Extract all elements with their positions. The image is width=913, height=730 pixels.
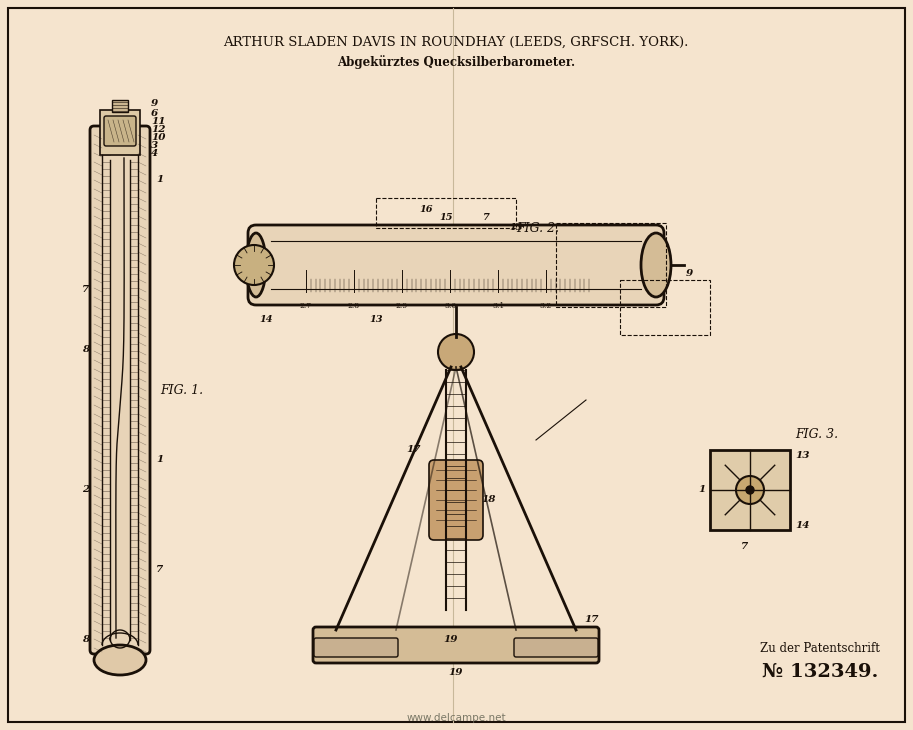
Circle shape <box>438 334 474 370</box>
FancyBboxPatch shape <box>104 116 136 146</box>
Text: 19: 19 <box>444 635 458 644</box>
FancyBboxPatch shape <box>314 638 398 657</box>
Text: 7: 7 <box>483 213 489 222</box>
Text: № 132349.: № 132349. <box>761 663 878 681</box>
Text: 1: 1 <box>698 485 705 494</box>
Text: 1: 1 <box>156 456 163 464</box>
Text: 2.7: 2.7 <box>300 302 312 310</box>
Text: FIG. 1.: FIG. 1. <box>160 383 203 396</box>
FancyBboxPatch shape <box>90 126 150 654</box>
Text: 13: 13 <box>795 450 810 459</box>
Text: 13: 13 <box>369 315 383 324</box>
Ellipse shape <box>246 233 266 297</box>
Ellipse shape <box>641 233 671 297</box>
FancyBboxPatch shape <box>248 225 664 305</box>
Text: FIG. 3.: FIG. 3. <box>795 429 838 442</box>
Bar <box>376 198 516 228</box>
FancyBboxPatch shape <box>514 638 598 657</box>
Text: 7: 7 <box>156 566 163 575</box>
Bar <box>556 223 666 307</box>
Ellipse shape <box>94 645 146 675</box>
Text: 10: 10 <box>151 134 165 142</box>
Text: 12: 12 <box>151 126 165 134</box>
Text: 4: 4 <box>151 150 158 158</box>
Text: 14: 14 <box>795 520 810 529</box>
Text: 3.0: 3.0 <box>444 302 456 310</box>
Text: 6: 6 <box>151 110 158 118</box>
Text: 7: 7 <box>82 285 89 294</box>
Text: 19: 19 <box>449 668 463 677</box>
Text: 7: 7 <box>741 542 749 551</box>
Text: 3: 3 <box>151 142 158 150</box>
Circle shape <box>234 245 274 285</box>
Bar <box>100 110 140 155</box>
Text: 16: 16 <box>419 205 433 214</box>
Text: 3.1: 3.1 <box>492 302 504 310</box>
Text: 14: 14 <box>259 315 273 324</box>
Text: 17: 17 <box>584 615 599 624</box>
Bar <box>620 280 710 335</box>
Text: 13: 13 <box>509 223 523 232</box>
Text: Abgekürztes Quecksilberbarometer.: Abgekürztes Quecksilberbarometer. <box>337 55 575 69</box>
Text: 18: 18 <box>481 496 496 504</box>
Bar <box>710 450 790 530</box>
Text: 2.8: 2.8 <box>348 302 360 310</box>
Text: 9: 9 <box>151 99 158 107</box>
Circle shape <box>746 486 754 494</box>
Text: 15: 15 <box>439 213 453 222</box>
Text: 2.9: 2.9 <box>396 302 408 310</box>
FancyBboxPatch shape <box>313 627 599 663</box>
Text: 9: 9 <box>686 269 693 277</box>
Text: 8: 8 <box>82 345 89 355</box>
Text: 1: 1 <box>156 175 163 185</box>
Text: ARTHUR SLADEN DAVIS IN ROUNDHAY (LEEDS, GRFSCH. YORK).: ARTHUR SLADEN DAVIS IN ROUNDHAY (LEEDS, … <box>224 36 688 48</box>
Text: 2: 2 <box>82 485 89 494</box>
Circle shape <box>736 476 764 504</box>
Text: www.delcampe.net: www.delcampe.net <box>406 713 506 723</box>
Text: 17: 17 <box>406 445 421 455</box>
Text: Zu der Patentschrift: Zu der Patentschrift <box>760 642 880 655</box>
Text: 3.2: 3.2 <box>540 302 552 310</box>
Text: FIG. 2.: FIG. 2. <box>516 221 559 234</box>
FancyBboxPatch shape <box>429 460 483 540</box>
Text: 11: 11 <box>151 118 165 126</box>
Bar <box>112 100 128 112</box>
Text: 8: 8 <box>82 636 89 645</box>
